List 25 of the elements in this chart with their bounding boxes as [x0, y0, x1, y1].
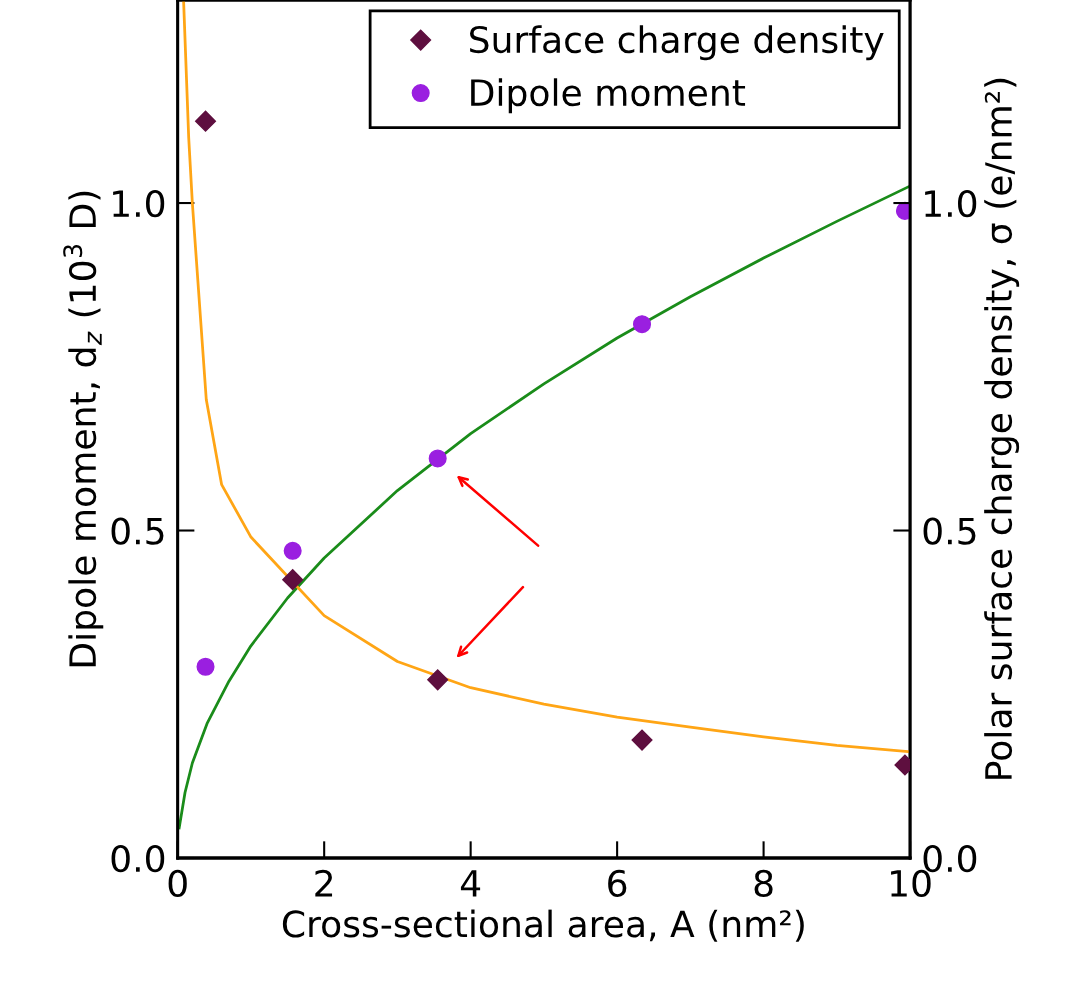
point: [283, 541, 302, 560]
y2-tick-label: 0.5: [923, 517, 976, 545]
line-series: [182, 0, 911, 754]
y2-tick-label: 1.0: [925, 189, 977, 218]
point: [631, 729, 653, 751]
y-tick-label: 1.0: [113, 189, 165, 218]
point: [427, 669, 449, 691]
point: [632, 315, 652, 334]
x-tick-label: 6: [608, 869, 627, 898]
legend-label: Surface charge density: [470, 25, 884, 61]
point: [195, 110, 217, 132]
x-tick-label: 8: [754, 869, 773, 898]
x-tick-label: 2: [315, 869, 333, 897]
x-tick-label: 4: [460, 870, 481, 897]
point: [196, 657, 215, 676]
y-tick-label: 0.0: [111, 844, 165, 873]
line-series: [177, 184, 911, 830]
x-axis-title: Cross-sectional area, A (nm²): [282, 909, 804, 942]
legend-label: Dipole moment: [471, 78, 746, 114]
x-tick-label: 0: [168, 869, 187, 898]
point: [428, 449, 447, 468]
y-axis-title: Dipole moment, d$_{z}$ (10$^{3}$ D): [63, 191, 104, 667]
point: [282, 569, 304, 591]
y2-axis-title: Polar surface charge density, σ (e/nm²): [984, 78, 1020, 779]
y-tick-label: 0.5: [111, 517, 164, 545]
